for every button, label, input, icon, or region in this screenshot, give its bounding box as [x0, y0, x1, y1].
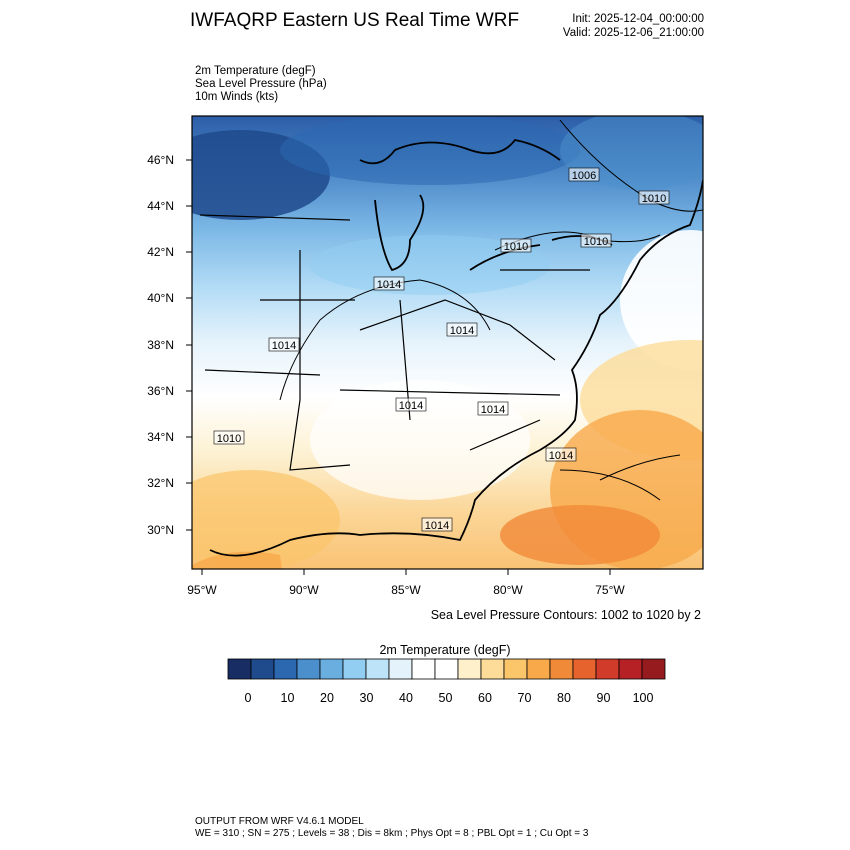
lat-label: 30°N: [147, 523, 174, 537]
colorbar-tick-label: 80: [557, 691, 571, 705]
pressure-label: 1010: [638, 190, 670, 205]
colorbar-tick-label: 50: [439, 691, 453, 705]
lat-label: 34°N: [147, 430, 174, 444]
lat-label: 40°N: [147, 291, 174, 305]
field-label-temperature: 2m Temperature (degF): [195, 65, 316, 77]
svg-text:1014: 1014: [481, 404, 505, 416]
colorbar-swatch: [296, 658, 321, 680]
model-config-line: WE = 310 ; SN = 275 ; Levels = 38 ; Dis …: [195, 828, 589, 839]
colorbar-swatch: [434, 658, 459, 680]
init-time: Init: 2025-12-04_00:00:00: [572, 13, 704, 25]
colorbar-title: 2m Temperature (degF): [379, 643, 511, 657]
svg-text:1014: 1014: [450, 325, 474, 337]
map-frame: [191, 115, 704, 570]
colorbar-tick-label: 20: [320, 691, 334, 705]
colorbar-tick-label: 100: [633, 691, 654, 705]
field-label-winds: 10m Winds (kts): [195, 91, 279, 103]
svg-text:1014: 1014: [399, 400, 423, 412]
svg-text:1006: 1006: [572, 170, 596, 182]
colorbar-swatch: [319, 658, 344, 680]
colorbar-swatch: [227, 658, 252, 680]
model-output-line: OUTPUT FROM WRF V4.6.1 MODEL: [195, 816, 364, 827]
colorbar-tick-label: 90: [597, 691, 611, 705]
svg-text:1010: 1010: [504, 241, 528, 253]
pressure-label: 1014: [373, 276, 405, 291]
colorbar-tick-label: 70: [518, 691, 532, 705]
svg-text:1014: 1014: [425, 520, 449, 532]
pressure-label: 1014: [395, 397, 427, 412]
pressure-label: 1006: [568, 167, 600, 182]
pressure-label: 1014: [446, 322, 478, 337]
lon-label: 85°W: [391, 583, 421, 597]
pressure-labels: 1006 1010 1010 1010 1014 1014 1014 1014 1014 1010…: [213, 167, 670, 532]
colorbar-swatch: [342, 658, 367, 680]
latitude-axis: 46°N 44°N 42°N 40°N 38°N 36°N 34°N 32°N 30°N: [147, 153, 192, 537]
svg-text:1010: 1010: [642, 193, 666, 205]
longitude-axis: 95°W 90°W 85°W 80°W 75°W: [187, 569, 625, 597]
pressure-label: 1014: [477, 401, 509, 416]
colorbar-swatch: [273, 658, 298, 680]
lon-label: 95°W: [187, 583, 217, 597]
colorbar-tick-label: 10: [281, 691, 295, 705]
colorbar-tick-label: 40: [399, 691, 413, 705]
colorbar-swatch: [595, 658, 620, 680]
pressure-label: 1010: [580, 233, 612, 248]
lat-label: 42°N: [147, 245, 174, 259]
lat-label: 32°N: [147, 476, 174, 490]
lon-label: 75°W: [595, 583, 625, 597]
colorbar-swatch: [572, 658, 597, 680]
colorbar: 0 10 20 30 40 50 60 70 80 90 100: [227, 658, 666, 705]
svg-text:1014: 1014: [377, 279, 401, 291]
colorbar-swatch: [480, 658, 505, 680]
colorbar-swatch: [641, 658, 666, 680]
svg-text:1014: 1014: [272, 340, 296, 352]
colorbar-swatch: [411, 658, 436, 680]
slp-contour-note: Sea Level Pressure Contours: 1002 to 102…: [430, 608, 701, 622]
svg-text:1014: 1014: [549, 450, 573, 462]
colorbar-swatch: [549, 658, 574, 680]
pressure-label: 1014: [268, 337, 300, 352]
pressure-label: 1014: [545, 447, 577, 462]
pressure-label: 1010: [500, 238, 532, 253]
colorbar-swatch: [503, 658, 528, 680]
pressure-label: 1010: [213, 430, 245, 445]
lat-label: 44°N: [147, 199, 174, 213]
colorbar-tick-label: 60: [478, 691, 492, 705]
lon-label: 80°W: [493, 583, 523, 597]
colorbar-swatch: [388, 658, 413, 680]
lat-label: 38°N: [147, 338, 174, 352]
colorbar-tick-label: 0: [245, 691, 252, 705]
colorbar-swatch: [457, 658, 482, 680]
lat-label: 36°N: [147, 384, 174, 398]
svg-text:1010: 1010: [584, 236, 608, 248]
colorbar-tick-label: 30: [360, 691, 374, 705]
colorbar-swatch: [526, 658, 551, 680]
lon-label: 90°W: [289, 583, 319, 597]
lat-label: 46°N: [147, 153, 174, 167]
field-label-pressure: Sea Level Pressure (hPa): [195, 78, 327, 90]
colorbar-swatch: [618, 658, 643, 680]
colorbar-swatch: [365, 658, 390, 680]
map-title: IWFAQRP Eastern US Real Time WRF: [190, 10, 520, 31]
pressure-label: 1014: [421, 517, 453, 532]
temperature-field: [192, 116, 703, 569]
svg-text:1010: 1010: [217, 433, 241, 445]
colorbar-swatch: [250, 658, 275, 680]
valid-time: Valid: 2025-12-06_21:00:00: [562, 27, 704, 39]
